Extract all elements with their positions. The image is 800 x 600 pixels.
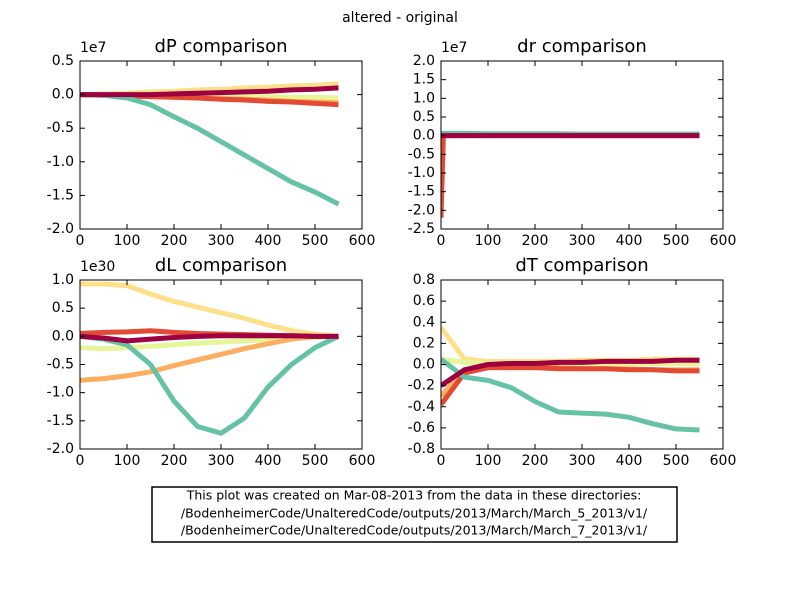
- x-tick-label: 400: [616, 233, 643, 249]
- x-tick-label: 300: [208, 453, 235, 469]
- x-tick-label: 300: [569, 453, 596, 469]
- chart-title: dL comparison: [155, 255, 287, 276]
- y-tick-label: 0.6: [413, 293, 435, 309]
- y-tick-label: -0.5: [47, 357, 74, 373]
- y-tick-label: 1.0: [52, 272, 74, 288]
- series-line: [441, 365, 700, 407]
- plot-area: [80, 81, 340, 207]
- note-line: This plot was created on Mar-08-2013 fro…: [186, 488, 642, 503]
- x-tick-label: 500: [663, 453, 690, 469]
- x-tick-label: 300: [208, 233, 235, 249]
- y-tick-label: 1.5: [413, 72, 435, 88]
- y-tick-label: 0.0: [413, 128, 435, 144]
- y-tick-label: 0.0: [52, 87, 74, 103]
- y-tick-label: -1.0: [47, 385, 74, 401]
- figure-title: altered - original: [342, 10, 458, 26]
- y-tick-label: -2.0: [47, 441, 74, 457]
- series-line: [441, 357, 700, 433]
- y-tick-label: -0.5: [47, 120, 74, 136]
- series-line: [80, 333, 339, 344]
- x-tick-label: 100: [114, 453, 141, 469]
- y-tick-label: 2.0: [413, 53, 435, 69]
- y-tick-label: -0.2: [408, 378, 435, 394]
- y-tick-label: 0.2: [413, 335, 435, 351]
- x-tick-label: 600: [349, 453, 376, 469]
- y-tick-label: -2.5: [408, 221, 435, 237]
- y-tick-label: -1.0: [408, 165, 435, 181]
- y-tick-label: 0.4: [413, 314, 435, 330]
- y-tick-label: -0.8: [408, 441, 435, 457]
- y-tick-label: -0.6: [408, 420, 435, 436]
- note-line: /BodenheimerCode/UnalteredCode/outputs/2…: [181, 506, 648, 521]
- y-tick-label: -1.5: [47, 413, 74, 429]
- offset-label: 1e30: [80, 259, 115, 275]
- series-line: [80, 85, 339, 98]
- x-tick-label: 600: [349, 233, 376, 249]
- x-tick-label: 100: [475, 453, 502, 469]
- y-tick-label: 0.5: [52, 53, 74, 69]
- series-line: [80, 333, 339, 383]
- x-tick-label: 500: [302, 453, 329, 469]
- y-tick-label: -1.0: [47, 154, 74, 170]
- plot-area: [80, 281, 340, 436]
- chart-title: dr comparison: [517, 36, 647, 57]
- x-tick-label: 0: [437, 233, 446, 249]
- x-tick-label: 0: [76, 453, 85, 469]
- x-tick-label: 200: [161, 453, 188, 469]
- y-tick-label: 0.0: [52, 328, 74, 344]
- x-tick-label: 100: [114, 233, 141, 249]
- plot-area: [441, 130, 700, 218]
- x-tick-label: 300: [569, 233, 596, 249]
- y-tick-label: -1.5: [47, 187, 74, 203]
- chart-title: dT comparison: [515, 255, 648, 276]
- y-tick-label: -0.5: [408, 146, 435, 162]
- y-tick-label: 0.5: [52, 300, 74, 316]
- offset-label: 1e7: [80, 40, 106, 56]
- y-tick-label: 1.0: [413, 90, 435, 106]
- plot-area: [441, 326, 700, 433]
- offset-label: 1e7: [441, 40, 467, 56]
- x-tick-label: 200: [161, 233, 188, 249]
- x-tick-label: 200: [522, 233, 549, 249]
- y-tick-label: -2.0: [47, 221, 74, 237]
- x-tick-label: 400: [255, 453, 282, 469]
- x-tick-label: 400: [616, 453, 643, 469]
- y-tick-label: -0.4: [408, 399, 435, 415]
- y-tick-label: 0.5: [413, 109, 435, 125]
- x-tick-label: 100: [475, 233, 502, 249]
- series-line: [80, 281, 339, 339]
- y-tick-label: -2.0: [408, 202, 435, 218]
- x-tick-label: 500: [663, 233, 690, 249]
- x-tick-label: 600: [710, 233, 737, 249]
- chart-title: dP comparison: [154, 36, 287, 57]
- note-line: /BodenheimerCode/UnalteredCode/outputs/2…: [181, 523, 648, 538]
- x-tick-label: 200: [522, 453, 549, 469]
- series-line: [441, 357, 700, 388]
- y-tick-label: 0.0: [413, 357, 435, 373]
- x-tick-label: 400: [255, 233, 282, 249]
- x-tick-label: 600: [710, 453, 737, 469]
- series-line: [80, 333, 340, 436]
- x-tick-label: 0: [437, 453, 446, 469]
- series-line: [80, 92, 340, 207]
- y-tick-label: 0.8: [413, 272, 435, 288]
- x-tick-label: 500: [302, 233, 329, 249]
- note-box: [151, 486, 678, 543]
- y-tick-label: -1.5: [408, 184, 435, 200]
- x-tick-label: 0: [76, 233, 85, 249]
